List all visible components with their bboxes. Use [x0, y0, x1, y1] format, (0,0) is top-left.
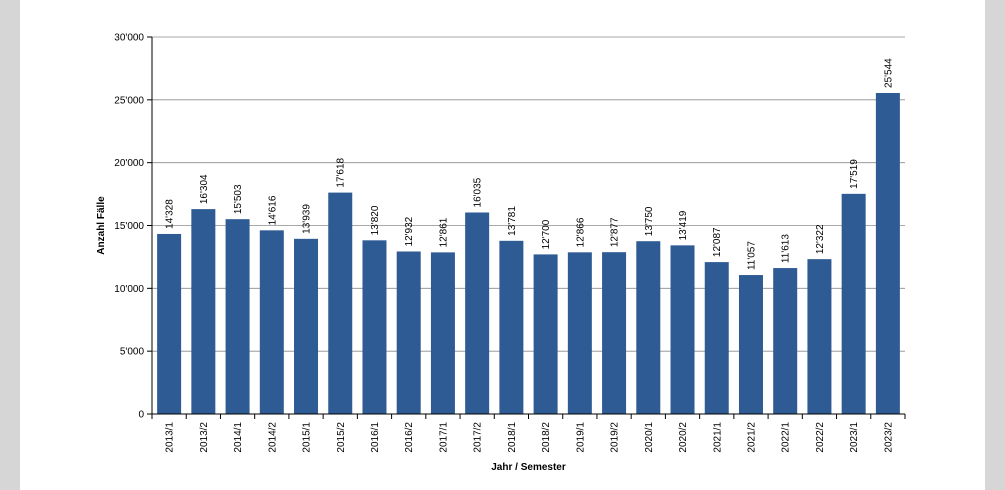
x-tick-label: 2021/2 — [746, 422, 757, 453]
bar — [362, 240, 387, 414]
bar-value-label: 13'750 — [644, 206, 655, 236]
x-tick-label: 2017/2 — [473, 422, 484, 453]
y-axis: 0 5'000 10'000 15'000 20'000 25'000 30'000 — [114, 33, 153, 421]
x-axis: 2013/1 2013/2 2014/1 2014/2 2015/1 2015/2 2016… — [151, 413, 906, 453]
x-tick-label: 2015/2 — [336, 422, 347, 453]
x-tick-label: 2013/2 — [199, 422, 210, 453]
bar-value-label: 12'700 — [541, 219, 552, 249]
y-tick-label: 5'000 — [120, 347, 145, 358]
bar-value-label: 12'322 — [815, 224, 826, 254]
bar — [294, 238, 319, 414]
x-tick-label: 2020/2 — [678, 422, 689, 453]
x-tick-label: 2023/2 — [883, 422, 894, 453]
bar-value-label: 12'932 — [404, 216, 415, 246]
bar — [191, 209, 216, 414]
bar — [259, 230, 284, 414]
y-tick-label: 0 — [138, 410, 144, 421]
bars: 14'328 16'304 15'503 14'616 13'939 17'618 13'8… — [157, 58, 900, 414]
bar — [430, 252, 455, 414]
bar — [636, 241, 661, 414]
x-tick-label: 2018/1 — [507, 422, 518, 453]
x-tick-label: 2021/1 — [712, 422, 723, 453]
bar — [225, 219, 250, 414]
y-tick-label: 15'000 — [114, 221, 144, 232]
bar-value-label: 15'503 — [233, 184, 244, 214]
bar — [670, 245, 695, 414]
bar-value-label: 16'304 — [199, 174, 210, 204]
bar-value-label: 12'087 — [712, 227, 723, 257]
x-tick-label: 2022/2 — [815, 422, 826, 453]
bar — [328, 192, 353, 414]
bar — [465, 212, 490, 414]
bar — [875, 92, 900, 414]
y-tick-label: 20'000 — [114, 158, 144, 169]
x-tick-label: 2019/1 — [575, 422, 586, 453]
x-axis-title: Jahr / Semester — [491, 462, 566, 473]
bar-value-label: 13'781 — [507, 206, 518, 236]
bar-value-label: 12'866 — [575, 217, 586, 247]
bar-value-label: 12'861 — [438, 217, 449, 247]
bar — [533, 254, 558, 414]
bar-value-label: 14'328 — [165, 199, 176, 229]
bar-value-label: 12'877 — [610, 217, 621, 247]
bar-value-label: 16'035 — [473, 177, 484, 207]
bar-value-label: 14'616 — [267, 195, 278, 225]
x-tick-label: 2013/1 — [165, 422, 176, 453]
bar-value-label: 13'820 — [370, 205, 381, 235]
bar — [499, 240, 524, 414]
x-tick-label: 2016/2 — [404, 422, 415, 453]
x-tick-label: 2018/2 — [541, 422, 552, 453]
bar-value-label: 13'939 — [302, 204, 313, 234]
bar — [807, 259, 832, 414]
bar — [704, 262, 729, 414]
y-tick-label: 10'000 — [114, 284, 144, 295]
x-tick-label: 2017/1 — [438, 422, 449, 453]
bar-value-label: 13'419 — [678, 210, 689, 240]
bar-value-label: 17'618 — [336, 157, 347, 187]
x-tick-label: 2020/1 — [644, 422, 655, 453]
bar-value-label: 25'544 — [883, 58, 894, 88]
x-tick-label: 2014/1 — [233, 422, 244, 453]
x-tick-label: 2014/2 — [267, 422, 278, 453]
y-tick-label: 30'000 — [114, 33, 144, 44]
bar — [841, 193, 866, 414]
bar-value-label: 17'519 — [849, 159, 860, 189]
x-tick-label: 2022/1 — [781, 422, 792, 453]
y-axis-title: Anzahl Fälle — [96, 196, 107, 255]
x-tick-label: 2016/1 — [370, 422, 381, 453]
y-tick-label: 25'000 — [114, 95, 144, 106]
x-tick-label: 2015/1 — [302, 422, 313, 453]
bar — [773, 268, 798, 414]
x-tick-label: 2023/1 — [849, 422, 860, 453]
x-tick-label: 2019/2 — [610, 422, 621, 453]
bar — [567, 252, 592, 414]
bar — [396, 251, 421, 414]
bar — [157, 233, 182, 414]
bar — [602, 252, 627, 414]
bar — [738, 275, 763, 414]
bar-value-label: 11'057 — [746, 241, 757, 270]
bar-value-label: 11'613 — [781, 234, 792, 263]
